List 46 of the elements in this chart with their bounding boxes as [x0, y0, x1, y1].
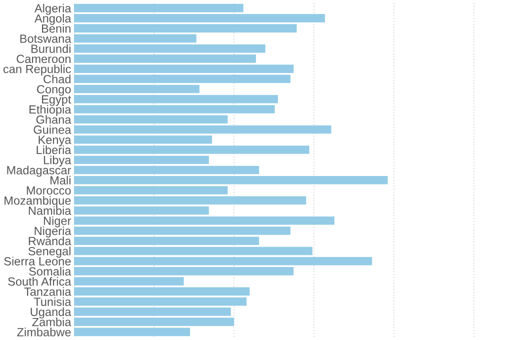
bar — [74, 246, 312, 256]
y-tick-label: Chad — [44, 74, 70, 84]
y-tick-label: Ethiopia — [30, 104, 72, 116]
y-tick-label: Egypt — [42, 95, 72, 106]
y-tick-label: Tunisia — [34, 297, 72, 306]
y-tick-label: Mali — [50, 176, 70, 185]
y-tick-label: Nigeria — [34, 226, 72, 238]
y-tick-label: Zimbabwe — [17, 328, 71, 336]
y-tick-label: can Republic — [3, 64, 71, 76]
bar — [74, 4, 244, 12]
bar — [74, 125, 332, 134]
y-tick-label: Ghana — [36, 115, 72, 124]
y-tick-label: Tanzania — [24, 287, 72, 296]
bar — [74, 34, 196, 43]
y-tick-label: Rwanda — [28, 236, 72, 246]
y-tick-label: Mozambique — [4, 196, 71, 208]
bar — [74, 84, 200, 94]
y-tick-label: Guinea — [34, 125, 72, 134]
bar — [74, 44, 266, 53]
y-tick-label: Senegal — [28, 246, 70, 258]
bar — [74, 206, 209, 215]
y-tick-label: Uganda — [30, 307, 72, 318]
bar — [74, 256, 372, 266]
y-tick-label: Morocco — [26, 186, 71, 195]
y-tick-label: Madagascar — [7, 166, 72, 177]
y-tick-label: Sierra Leone — [4, 256, 71, 266]
bar — [74, 297, 247, 306]
y-tick-label: Zambia — [32, 318, 72, 326]
y-tick-label: Botswana — [20, 34, 72, 43]
y-tick-label: Namibia — [28, 206, 72, 215]
bar — [74, 287, 250, 296]
y-tick-label: Angola — [34, 14, 72, 25]
y-tick-label: Kenya — [38, 136, 72, 146]
y-tick-label: Libya — [44, 156, 72, 167]
bar — [74, 74, 290, 84]
y-tick-label: Cameroon — [16, 54, 70, 64]
y-tick-label: Somalia — [29, 266, 72, 276]
y-tick-label: Burundi — [32, 44, 70, 53]
y-tick-label: Algeria — [34, 4, 72, 15]
y-tick-label: South Africa — [8, 277, 72, 286]
y-tick-label: Niger — [44, 216, 72, 228]
bar — [74, 166, 260, 174]
bar — [74, 328, 190, 336]
y-tick-label: Benin — [42, 24, 70, 33]
y-tick-label: Liberia — [36, 145, 72, 154]
y-tick-label: Congo — [37, 85, 71, 96]
